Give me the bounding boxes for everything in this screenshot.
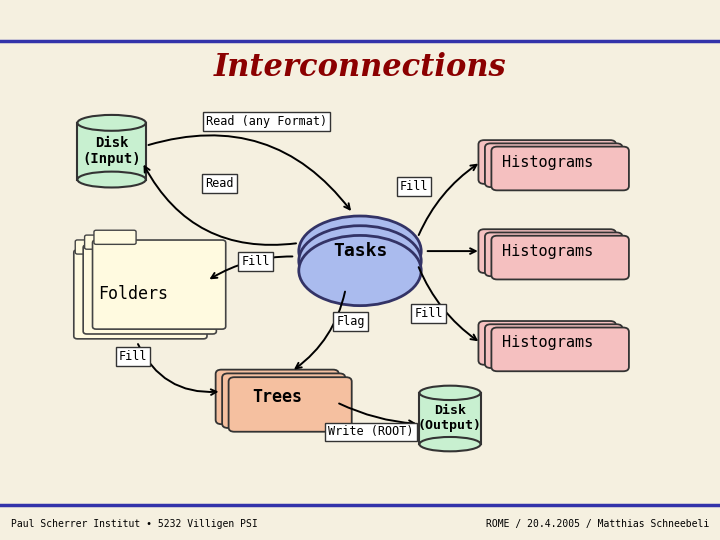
FancyBboxPatch shape xyxy=(222,374,346,428)
FancyBboxPatch shape xyxy=(84,245,216,334)
Text: Read (any Format): Read (any Format) xyxy=(206,115,327,128)
FancyBboxPatch shape xyxy=(491,146,629,191)
FancyBboxPatch shape xyxy=(94,230,136,244)
FancyBboxPatch shape xyxy=(485,144,623,187)
FancyBboxPatch shape xyxy=(419,393,481,444)
Text: Paul Scherrer Institut • 5232 Villigen PSI: Paul Scherrer Institut • 5232 Villigen P… xyxy=(11,519,258,529)
FancyBboxPatch shape xyxy=(485,324,623,368)
Ellipse shape xyxy=(78,115,145,131)
FancyBboxPatch shape xyxy=(229,377,351,432)
Text: Write (ROOT): Write (ROOT) xyxy=(328,426,413,438)
Text: Fill: Fill xyxy=(241,255,270,268)
Text: Folders: Folders xyxy=(98,285,168,303)
Text: Fill: Fill xyxy=(414,307,443,320)
Ellipse shape xyxy=(299,235,421,306)
FancyBboxPatch shape xyxy=(76,240,117,254)
FancyBboxPatch shape xyxy=(78,123,145,179)
Text: Disk
(Input): Disk (Input) xyxy=(82,136,141,166)
Text: Histograms: Histograms xyxy=(502,244,593,259)
FancyBboxPatch shape xyxy=(485,232,623,276)
Text: Flag: Flag xyxy=(336,315,365,328)
FancyBboxPatch shape xyxy=(478,140,616,184)
Text: Disk
(Output): Disk (Output) xyxy=(418,404,482,433)
FancyBboxPatch shape xyxy=(478,321,616,365)
Text: ROME / 20.4.2005 / Matthias Schneebeli: ROME / 20.4.2005 / Matthias Schneebeli xyxy=(486,519,709,529)
Text: Histograms: Histograms xyxy=(502,154,593,170)
FancyBboxPatch shape xyxy=(92,240,226,329)
Text: Fill: Fill xyxy=(400,180,428,193)
FancyBboxPatch shape xyxy=(491,327,629,372)
Text: Histograms: Histograms xyxy=(502,335,593,350)
FancyBboxPatch shape xyxy=(74,249,207,339)
Ellipse shape xyxy=(299,216,421,286)
FancyBboxPatch shape xyxy=(85,235,127,249)
Ellipse shape xyxy=(78,172,145,187)
Text: Trees: Trees xyxy=(252,388,302,406)
Ellipse shape xyxy=(419,437,481,451)
FancyBboxPatch shape xyxy=(216,369,339,424)
Text: Interconnections: Interconnections xyxy=(214,52,506,83)
Ellipse shape xyxy=(299,226,421,296)
FancyBboxPatch shape xyxy=(491,235,629,280)
Text: Read: Read xyxy=(205,177,234,190)
Text: Tasks: Tasks xyxy=(333,242,387,260)
Ellipse shape xyxy=(419,386,481,400)
FancyBboxPatch shape xyxy=(478,229,616,273)
Text: Fill: Fill xyxy=(119,350,148,363)
